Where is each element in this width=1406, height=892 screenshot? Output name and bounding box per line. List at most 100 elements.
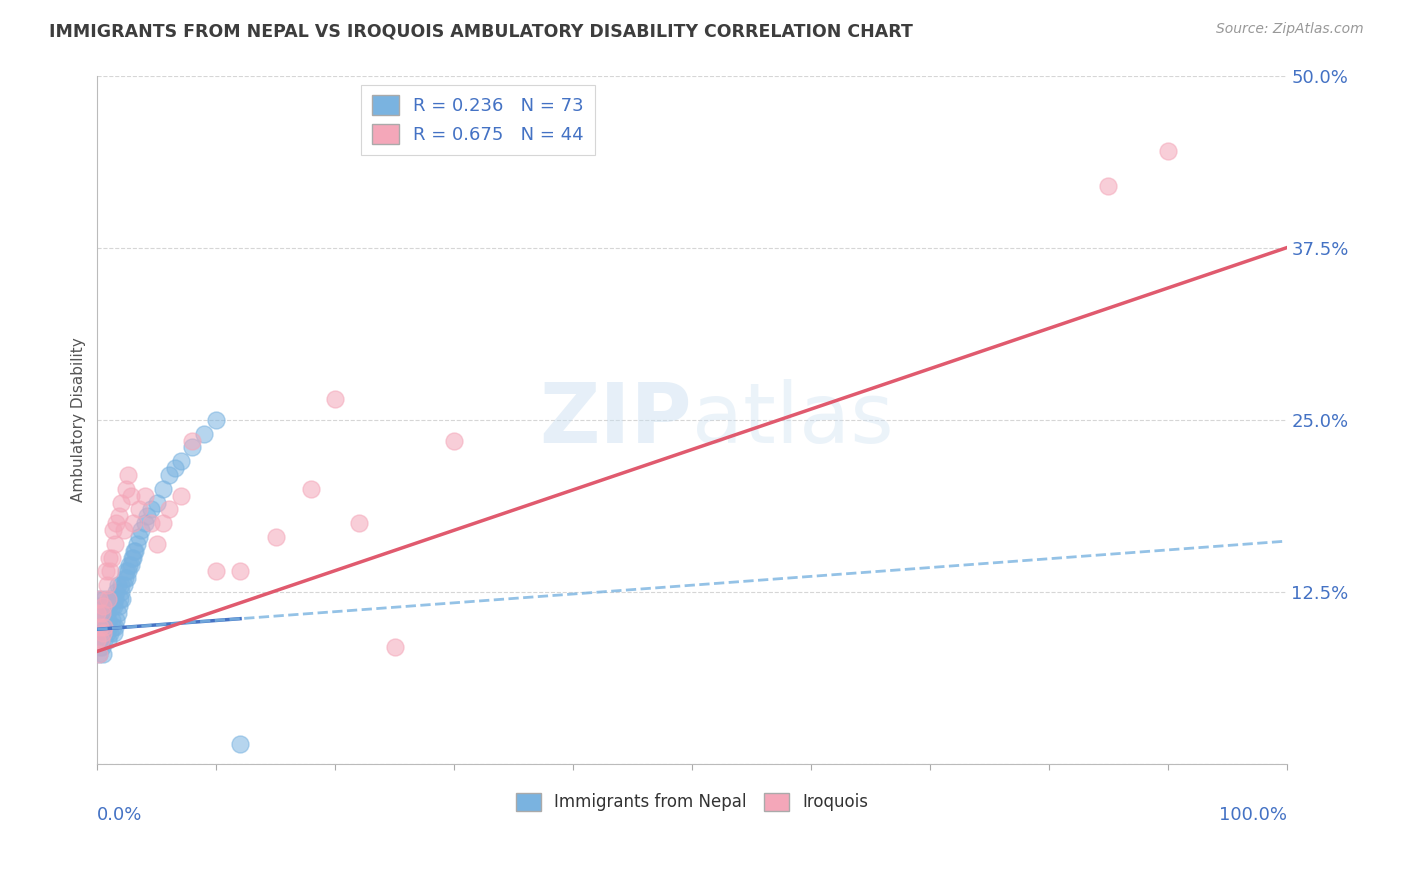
- Point: [97, 613, 120, 627]
- Text: IMMIGRANTS FROM NEPAL VS IROQUOIS AMBULATORY DISABILITY CORRELATION CHART: IMMIGRANTS FROM NEPAL VS IROQUOIS AMBULA…: [49, 22, 912, 40]
- Point: [90, 619, 112, 633]
- Text: atlas: atlas: [692, 379, 894, 460]
- Point: [103, 599, 125, 613]
- Point: [94, 619, 117, 633]
- Point: [205, 565, 228, 579]
- Point: [96, 578, 118, 592]
- Point: [108, 591, 131, 606]
- Point: [1097, 178, 1119, 193]
- Point: [169, 454, 191, 468]
- Point: [100, 613, 122, 627]
- Point: [139, 516, 162, 531]
- Point: [110, 578, 132, 592]
- Point: [91, 613, 114, 627]
- Point: [323, 392, 346, 407]
- Point: [152, 482, 174, 496]
- Point: [86, 619, 108, 633]
- Point: [114, 571, 136, 585]
- Text: 0.0%: 0.0%: [97, 805, 143, 823]
- Point: [146, 537, 169, 551]
- Text: 100.0%: 100.0%: [1219, 805, 1286, 823]
- Point: [100, 565, 122, 579]
- Point: [443, 434, 465, 448]
- Point: [87, 647, 110, 661]
- Point: [107, 578, 129, 592]
- Point: [87, 591, 110, 606]
- Point: [103, 626, 125, 640]
- Point: [169, 489, 191, 503]
- Point: [115, 565, 138, 579]
- Point: [90, 606, 112, 620]
- Point: [98, 599, 121, 613]
- Point: [93, 591, 115, 606]
- Point: [134, 489, 156, 503]
- Point: [128, 530, 150, 544]
- Point: [121, 550, 143, 565]
- Point: [136, 509, 159, 524]
- Point: [163, 461, 186, 475]
- Point: [87, 647, 110, 661]
- Point: [91, 606, 114, 620]
- Point: [122, 550, 145, 565]
- Point: [91, 599, 114, 613]
- Y-axis label: Ambulatory Disability: Ambulatory Disability: [72, 337, 86, 502]
- Point: [111, 591, 134, 606]
- Point: [115, 482, 138, 496]
- Point: [104, 591, 127, 606]
- Point: [125, 537, 148, 551]
- Point: [112, 523, 135, 537]
- Point: [152, 516, 174, 531]
- Point: [347, 516, 370, 531]
- Point: [146, 495, 169, 509]
- Point: [139, 502, 162, 516]
- Point: [110, 495, 132, 509]
- Point: [124, 543, 146, 558]
- Point: [134, 516, 156, 531]
- Point: [87, 591, 110, 606]
- Legend: Immigrants from Nepal, Iroquois: Immigrants from Nepal, Iroquois: [509, 786, 875, 818]
- Point: [128, 502, 150, 516]
- Point: [120, 489, 142, 503]
- Point: [101, 619, 124, 633]
- Point: [89, 619, 111, 633]
- Point: [101, 523, 124, 537]
- Point: [1156, 145, 1178, 159]
- Point: [98, 550, 121, 565]
- Point: [93, 633, 115, 648]
- Point: [229, 565, 252, 579]
- Point: [264, 530, 287, 544]
- Point: [87, 606, 110, 620]
- Point: [122, 543, 145, 558]
- Text: ZIP: ZIP: [540, 379, 692, 460]
- Point: [105, 516, 128, 531]
- Point: [97, 591, 120, 606]
- Point: [100, 599, 122, 613]
- Point: [181, 441, 204, 455]
- Point: [110, 585, 132, 599]
- Point: [117, 468, 139, 483]
- Point: [98, 619, 121, 633]
- Point: [89, 640, 111, 655]
- Point: [107, 509, 129, 524]
- Point: [86, 626, 108, 640]
- Point: [91, 606, 114, 620]
- Point: [90, 633, 112, 648]
- Point: [100, 626, 122, 640]
- Point: [97, 633, 120, 648]
- Point: [96, 626, 118, 640]
- Point: [384, 640, 406, 655]
- Point: [94, 565, 117, 579]
- Point: [193, 426, 215, 441]
- Point: [120, 558, 142, 572]
- Point: [100, 591, 122, 606]
- Point: [89, 626, 111, 640]
- Point: [94, 599, 117, 613]
- Point: [105, 613, 128, 627]
- Point: [115, 571, 138, 585]
- Point: [91, 640, 114, 655]
- Point: [181, 434, 204, 448]
- Point: [122, 516, 145, 531]
- Point: [89, 599, 111, 613]
- Point: [100, 550, 122, 565]
- Point: [96, 606, 118, 620]
